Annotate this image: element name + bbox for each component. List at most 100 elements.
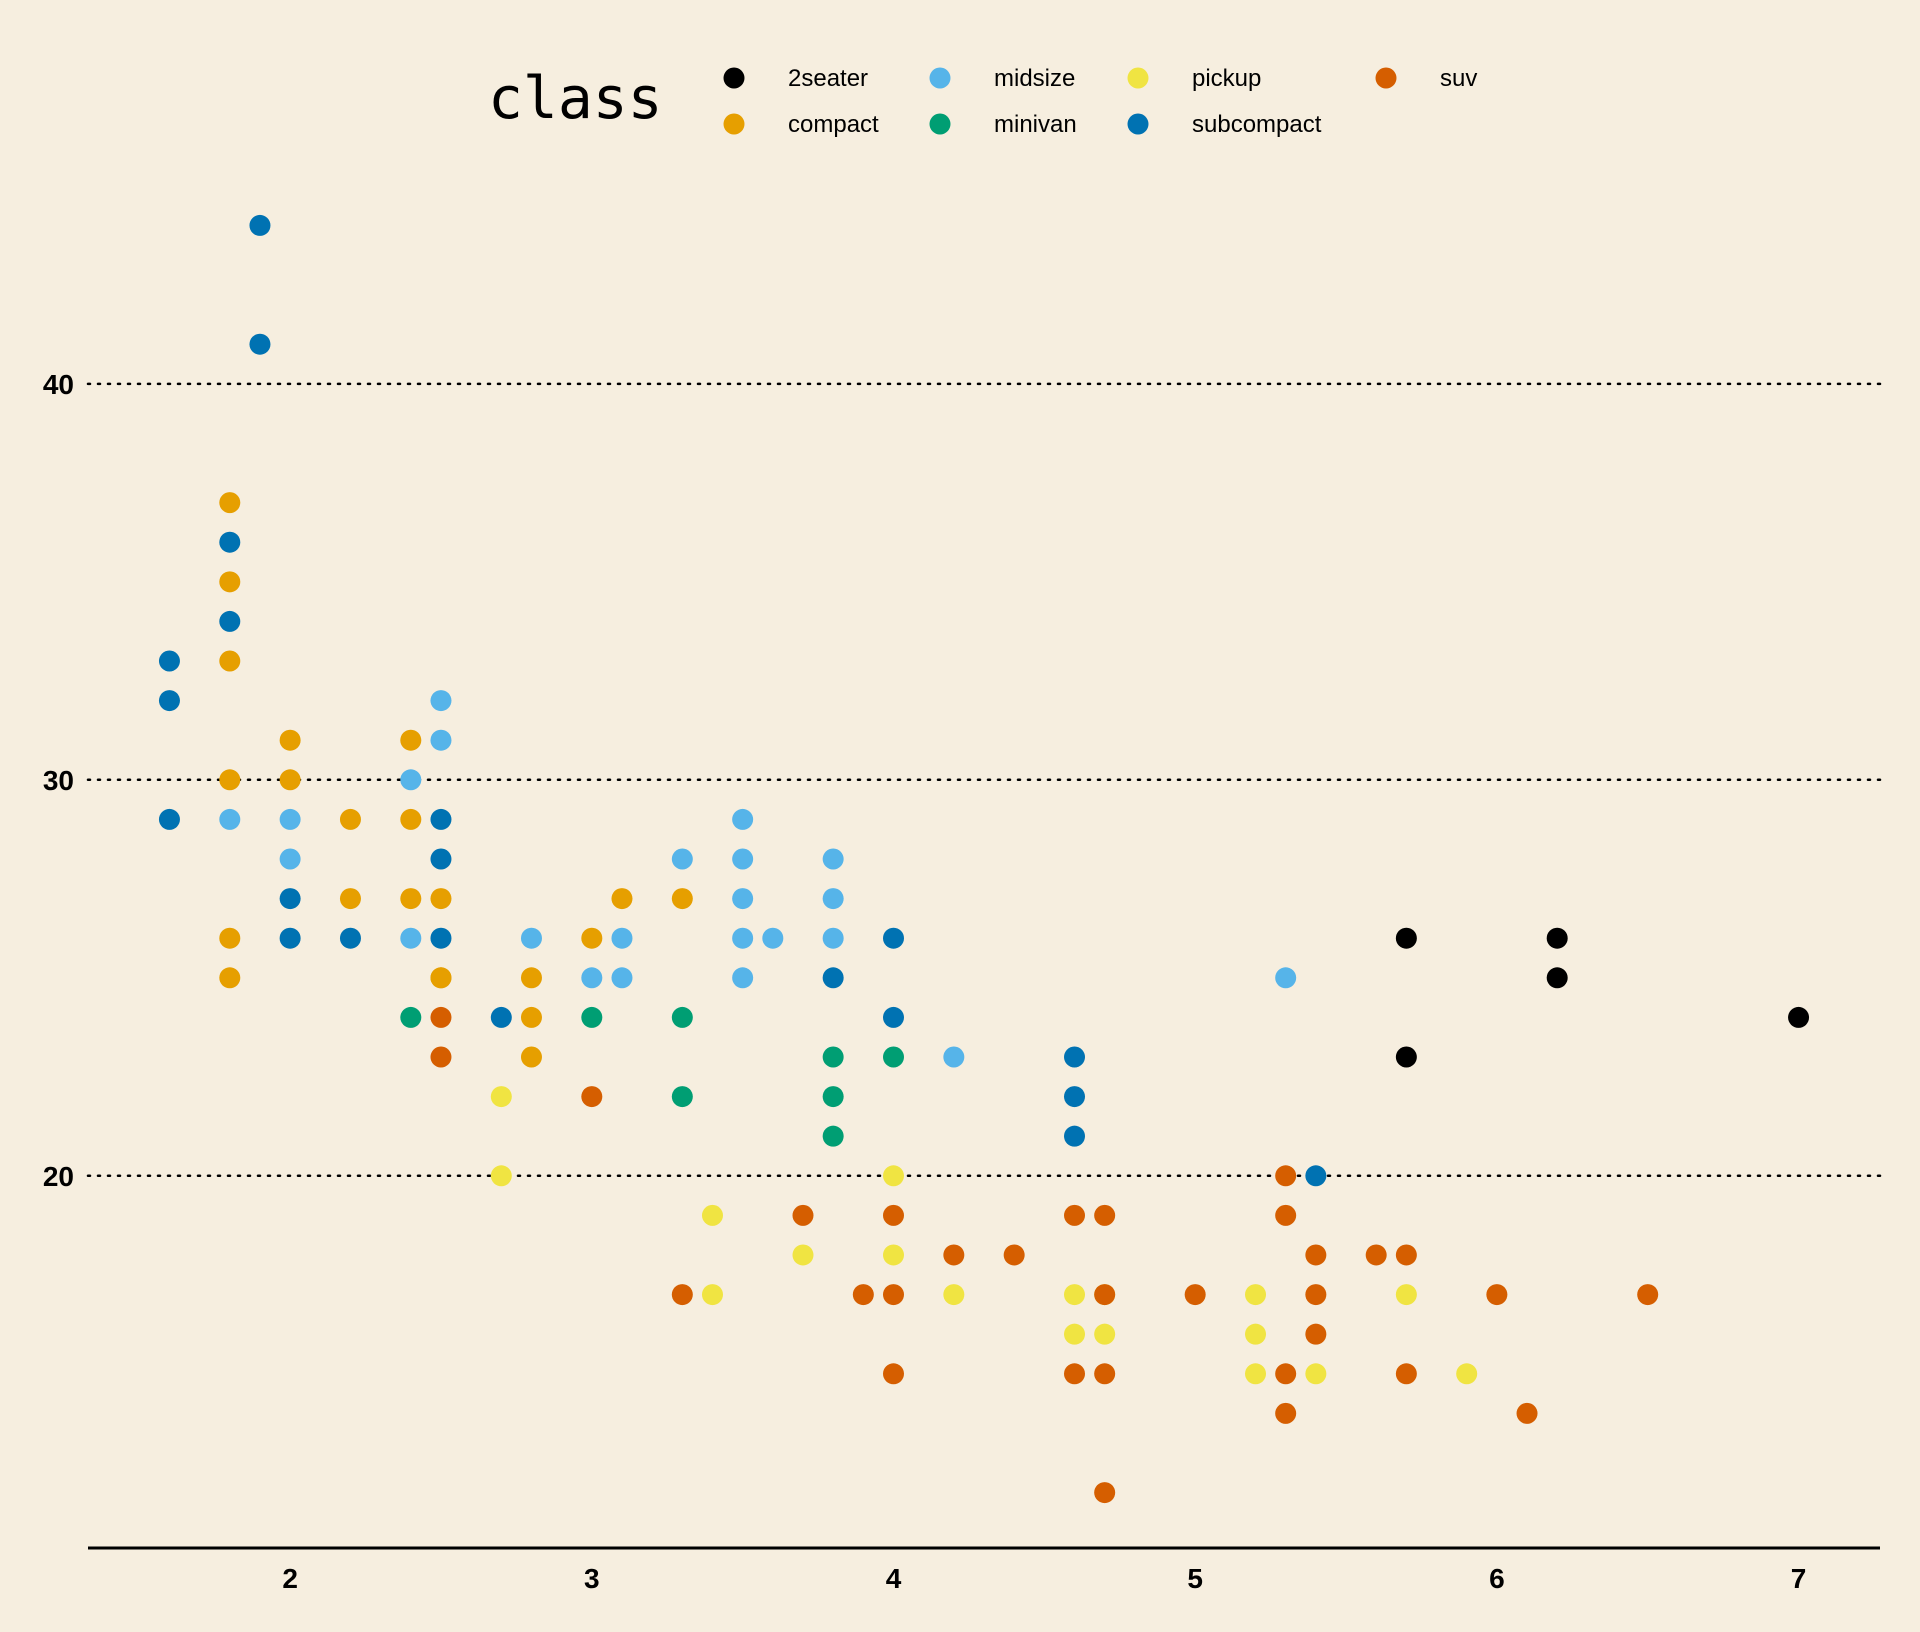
data-point	[1365, 1244, 1387, 1266]
data-point	[581, 967, 603, 989]
series-compact	[219, 492, 693, 1068]
legend-key	[1127, 113, 1149, 135]
data-point	[219, 927, 241, 949]
data-point	[1275, 1363, 1297, 1385]
x-tick-label: 2	[282, 1563, 298, 1594]
legend-item-subcompact: subcompact	[1127, 111, 1322, 138]
data-point	[732, 848, 754, 870]
data-point	[581, 1086, 603, 1108]
legend-item-2seater: 2seater	[723, 65, 868, 92]
data-point	[1094, 1204, 1116, 1226]
y-tick-label: 30	[43, 765, 74, 796]
data-point	[1094, 1284, 1116, 1306]
data-point	[520, 967, 542, 989]
data-point	[732, 808, 754, 830]
data-point	[1486, 1284, 1508, 1306]
legend-label: midsize	[994, 65, 1075, 92]
legend-label: compact	[788, 111, 879, 138]
legend-key	[723, 113, 745, 135]
data-point	[279, 729, 301, 751]
data-point	[943, 1244, 965, 1266]
series-minivan	[400, 1006, 904, 1147]
data-point	[943, 1284, 965, 1306]
data-point	[219, 531, 241, 553]
data-point	[158, 650, 180, 672]
data-point	[1094, 1482, 1116, 1504]
data-point	[430, 1046, 452, 1068]
data-point	[1064, 1323, 1086, 1345]
data-point	[430, 729, 452, 751]
data-point	[279, 927, 301, 949]
legend-item-suv: suv	[1375, 65, 1477, 92]
data-point	[1064, 1284, 1086, 1306]
data-point	[1275, 967, 1297, 989]
data-point	[400, 769, 422, 791]
data-point	[1788, 1006, 1810, 1028]
data-point	[792, 1204, 814, 1226]
data-point	[792, 1244, 814, 1266]
data-point	[430, 848, 452, 870]
data-point	[822, 1046, 844, 1068]
data-point	[1245, 1284, 1267, 1306]
legend-item-minivan: minivan	[929, 111, 1077, 138]
data-point	[1245, 1363, 1267, 1385]
data-point	[882, 1363, 904, 1385]
data-point	[1275, 1402, 1297, 1424]
data-point	[1456, 1363, 1478, 1385]
data-point	[882, 1284, 904, 1306]
data-point	[611, 888, 633, 910]
series-midsize	[219, 690, 1297, 1068]
data-point	[400, 888, 422, 910]
data-point	[1305, 1244, 1327, 1266]
data-point	[339, 927, 361, 949]
data-point	[701, 1204, 723, 1226]
x-tick-label: 3	[584, 1563, 600, 1594]
data-point	[882, 1204, 904, 1226]
y-tick-label: 20	[43, 1161, 74, 1192]
data-point	[1064, 1125, 1086, 1147]
data-point	[400, 1006, 422, 1028]
data-point	[822, 888, 844, 910]
data-point	[219, 492, 241, 514]
data-point	[1305, 1165, 1327, 1187]
data-point	[279, 848, 301, 870]
data-point	[520, 1006, 542, 1028]
data-point	[1546, 967, 1568, 989]
data-point	[1064, 1363, 1086, 1385]
axes: 20 30 40 2 3 4 5 6 7	[43, 369, 1880, 1594]
data-point	[520, 1046, 542, 1068]
data-point	[1395, 1284, 1417, 1306]
data-point	[1516, 1402, 1538, 1424]
data-point	[1305, 1363, 1327, 1385]
legend-label: pickup	[1192, 65, 1261, 92]
legend-label: 2seater	[788, 65, 868, 92]
data-point	[581, 927, 603, 949]
series-subcompact	[158, 214, 1327, 1187]
data-point	[1395, 1363, 1417, 1385]
legend-item-midsize: midsize	[929, 65, 1075, 92]
data-point	[430, 1006, 452, 1028]
data-point	[219, 808, 241, 830]
data-point	[430, 927, 452, 949]
data-point	[249, 214, 271, 236]
data-point	[852, 1284, 874, 1306]
legend-label: minivan	[994, 111, 1077, 138]
data-point	[1003, 1244, 1025, 1266]
data-point	[882, 927, 904, 949]
data-point	[732, 927, 754, 949]
legend-key	[1375, 67, 1397, 89]
legend-title: class	[488, 64, 663, 132]
data-point	[219, 769, 241, 791]
data-point	[1245, 1323, 1267, 1345]
data-point	[1275, 1204, 1297, 1226]
data-point	[490, 1086, 512, 1108]
grid-lines	[86, 382, 1882, 1178]
data-point	[822, 1125, 844, 1147]
data-point	[762, 927, 784, 949]
data-point	[1546, 927, 1568, 949]
data-point	[701, 1284, 723, 1306]
data-point	[611, 967, 633, 989]
data-point	[219, 571, 241, 593]
data-point	[882, 1006, 904, 1028]
